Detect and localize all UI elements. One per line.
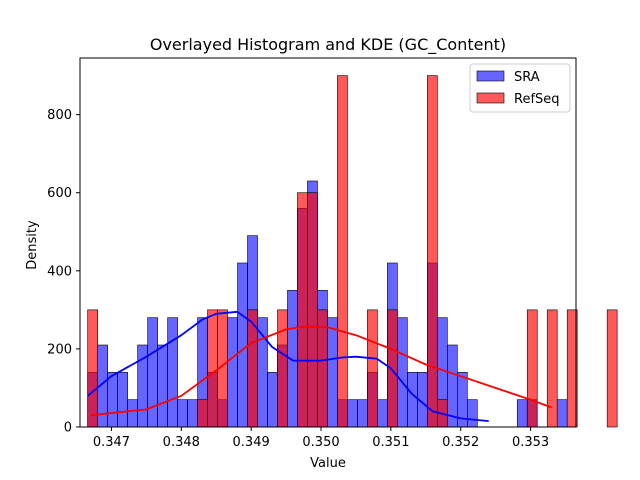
kde-line-sra <box>87 310 489 422</box>
y-axis-label: Density <box>25 220 40 270</box>
y-tick-label: 800 <box>47 108 72 123</box>
histogram-bar-sra <box>127 399 138 428</box>
histogram-bar-sra <box>357 399 368 428</box>
axes-frame <box>79 57 577 428</box>
histogram-bar-sra <box>117 372 128 428</box>
histogram-bar-refseq <box>297 192 308 428</box>
legend-swatch-refseq <box>476 92 505 104</box>
histogram-bar-refseq <box>606 309 618 428</box>
histogram-bar-refseq <box>87 309 98 428</box>
histogram-bar-refseq <box>387 309 398 428</box>
histogram-bar-sra <box>147 317 158 428</box>
histogram-bar-refseq <box>207 309 218 428</box>
histogram-bar-refseq <box>526 309 538 428</box>
y-tick-label: 0 <box>64 421 72 436</box>
x-axis-label: Value <box>310 456 346 471</box>
x-tick-label: 0.349 <box>233 435 270 450</box>
histogram-bar-sra <box>237 262 248 428</box>
y-tick-label: 600 <box>47 186 72 201</box>
legend-swatch-sra <box>476 70 505 82</box>
legend-label-sra: SRA <box>514 70 540 85</box>
x-tick-label: 0.348 <box>163 435 200 450</box>
histogram-bar-sra <box>327 317 338 428</box>
histogram-bar-sra <box>377 399 388 428</box>
histogram-bar-refseq <box>427 75 438 428</box>
x-tick-label: 0.352 <box>442 435 479 450</box>
histogram-bar-sra <box>167 317 178 428</box>
histogram-bar-refseq <box>307 192 318 428</box>
histogram-bar-sra <box>397 317 408 428</box>
y-tick-label: 400 <box>47 264 72 279</box>
histogram-bar-sra <box>227 317 238 428</box>
histogram-bar-sra <box>347 399 358 428</box>
x-tick-label: 0.347 <box>93 435 130 450</box>
histogram-bar-refseq <box>367 309 378 428</box>
x-tick-label: 0.350 <box>302 435 339 450</box>
x-tick-label: 0.353 <box>512 435 549 450</box>
histogram-bar-refseq <box>197 399 208 428</box>
chart-title: Overlayed Histogram and KDE (GC_Content) <box>150 35 506 55</box>
histogram-bar-sra <box>107 372 118 428</box>
histogram-bar-sra <box>466 399 478 428</box>
histogram-bar-sra <box>407 372 418 428</box>
y-tick-label: 200 <box>47 342 72 357</box>
legend: SRA RefSeq <box>469 63 571 113</box>
histogram-bar-refseq <box>546 309 558 428</box>
histogram-bar-sra <box>187 399 198 428</box>
plot-area <box>87 75 618 428</box>
legend-label-refseq: RefSeq <box>514 92 560 107</box>
histogram-bar-sra <box>157 344 168 428</box>
histogram-bar-sra <box>556 399 568 428</box>
kde-line-refseq <box>90 325 552 417</box>
histogram-bar-sra <box>267 372 278 428</box>
x-axis: 0.347 0.348 0.349 0.350 0.351 0.352 0.353 <box>93 427 549 450</box>
histogram-bar-refseq <box>337 75 348 428</box>
histogram-bar-sra <box>177 399 188 428</box>
histogram-bar-sra <box>516 399 528 428</box>
x-tick-label: 0.351 <box>372 435 409 450</box>
histogram-bar-refseq <box>277 309 288 428</box>
y-axis: 0 200 400 600 800 <box>47 108 80 436</box>
